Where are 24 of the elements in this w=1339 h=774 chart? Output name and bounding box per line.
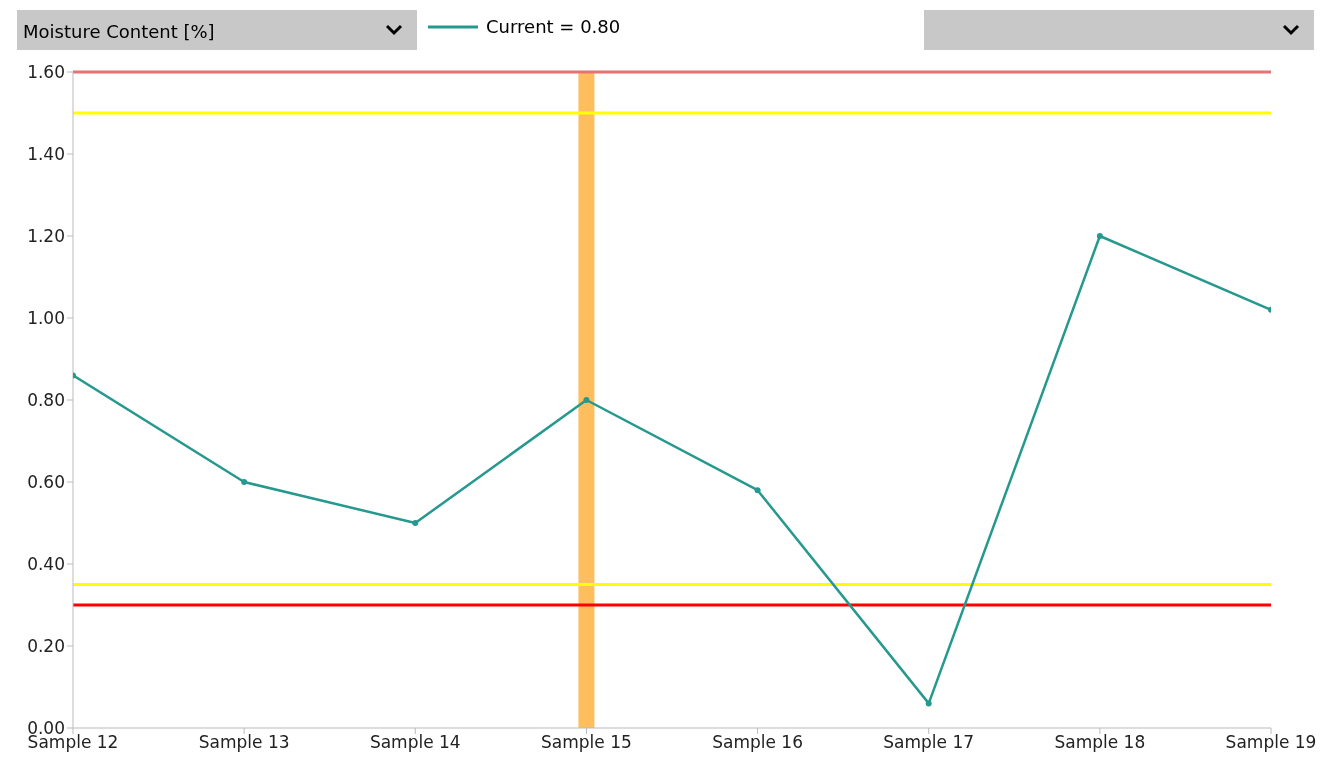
x-tick-label: Sample 15 (541, 732, 632, 753)
y-tick-label: 0.80 (27, 390, 65, 411)
point (925, 700, 932, 707)
point (583, 397, 590, 403)
point (1096, 233, 1103, 239)
y-axis-title: Moisture Content [%] (23, 21, 215, 42)
point (754, 487, 761, 494)
y-tick-label: 1.20 (27, 226, 65, 247)
x-tick-label: Sample 14 (369, 732, 461, 753)
y-tick-label: 1.00 (27, 308, 65, 329)
y-tick-label: 0.60 (27, 472, 65, 493)
point (412, 520, 419, 526)
y-tick-label: 0.40 (27, 554, 65, 575)
legend-label: Current = 0.80 (486, 16, 621, 37)
x-tick-label: Sample 19 (1225, 732, 1317, 753)
y-tick-label: 1.40 (27, 144, 65, 165)
x-tick-label: Sample 13 (198, 732, 290, 753)
dropdown-field: Moisture Content [%] (17, 10, 417, 50)
x-tick-label: Sample 17 (883, 732, 975, 753)
x-tick-label: Sample 18 (1054, 732, 1146, 753)
point (241, 479, 248, 485)
y-tick-label: 1.60 (27, 62, 65, 83)
x-tick-label: Sample 16 (712, 732, 803, 753)
y-tick-label: 0.20 (27, 636, 65, 657)
